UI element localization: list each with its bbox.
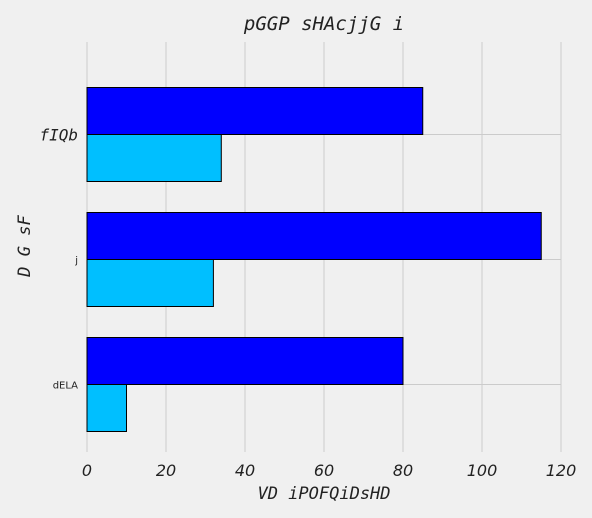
y-tick-label: dELA xyxy=(53,381,78,392)
x-tick-label: 60 xyxy=(314,461,334,480)
bar-series-2-dELA xyxy=(86,384,127,432)
bar-series-2-fIQb xyxy=(86,134,222,182)
x-tick-labels: 0 20 40 60 80 100 120 xyxy=(82,461,576,480)
x-tick-label: 100 xyxy=(467,461,498,480)
x-tick-label: 20 xyxy=(156,461,176,480)
bar-series-1-j xyxy=(86,212,542,260)
y-axis-label: D G sF xyxy=(15,215,35,278)
x-tick-label: 80 xyxy=(393,461,413,480)
chart-title: pGGP sHAcjjG i xyxy=(243,13,404,35)
y-tick-label: j xyxy=(74,256,78,267)
x-axis-label: VD iPOFQiDsHD xyxy=(257,484,390,504)
bar-series-1-dELA xyxy=(86,337,404,385)
bar-series-2-j xyxy=(86,259,214,307)
y-tick-label: fIQb xyxy=(39,126,78,145)
x-tick-label: 0 xyxy=(82,461,92,480)
y-tick-labels: fIQb j dELA xyxy=(39,126,78,392)
x-tick-label: 40 xyxy=(235,461,255,480)
x-tick-label: 120 xyxy=(546,461,577,480)
bar-series-1-fIQb xyxy=(86,87,424,135)
bars xyxy=(86,87,542,432)
